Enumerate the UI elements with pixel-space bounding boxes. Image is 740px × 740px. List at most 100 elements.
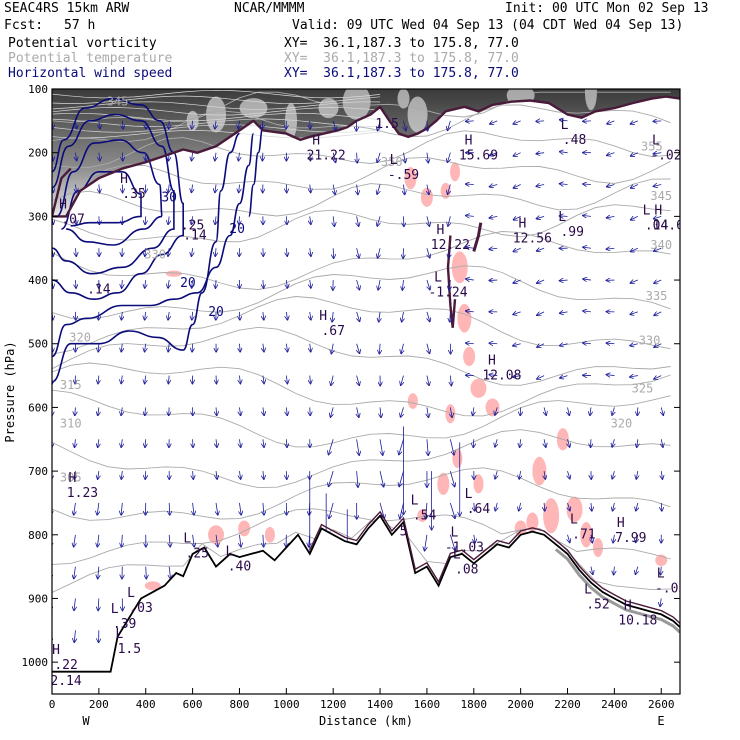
tropopause-line (52, 95, 680, 218)
wind-vector (560, 152, 568, 153)
wind-speed-label: 20 (229, 222, 245, 237)
extremum-value: -.02 (650, 149, 681, 164)
extremum-letter: L (390, 153, 398, 168)
wind-vector (450, 375, 451, 386)
wind-vector (448, 184, 451, 195)
wind-vector (121, 311, 122, 320)
stratosphere-streak (342, 89, 371, 120)
wind-vector (495, 470, 497, 479)
extremum-letter: L (451, 525, 459, 540)
wind-vector (238, 152, 239, 161)
wind-vector (536, 216, 545, 218)
wind-vector (263, 534, 264, 547)
wind-vector (145, 471, 146, 479)
wind-vector (98, 598, 99, 610)
wind-vector (191, 248, 192, 256)
wind-vector (357, 343, 360, 354)
wind-vector (661, 471, 662, 479)
theta-label: 340 (650, 238, 672, 252)
theta-contour (52, 429, 671, 489)
pv-shade-blob (450, 162, 461, 182)
wind-vector (489, 375, 498, 376)
wind-vector (168, 343, 169, 352)
wind-vector (310, 216, 311, 224)
pv-shade-blob (404, 167, 417, 190)
extremum-letter: H (617, 516, 625, 531)
extremum-value: 14.6 (653, 219, 684, 234)
wind-vector (400, 502, 404, 519)
theta-contour (52, 204, 671, 243)
extremum-value: .08 (455, 563, 478, 578)
wind-vector (560, 344, 568, 346)
axes: 0 200 400 600 800 1000 1200 1400 1600 1800 2000 220… (22, 83, 680, 711)
wind-vector (466, 279, 474, 280)
wind-vector (121, 502, 122, 515)
wind-vector (631, 185, 638, 189)
pv-shade-blob (543, 498, 560, 534)
extremum-value: 15.69 (459, 149, 498, 164)
wind-vector (450, 407, 452, 417)
wind-vector (513, 185, 521, 189)
wind-vector (513, 121, 521, 124)
extremum-letter: L (115, 627, 123, 642)
pv-shade-blob (437, 472, 450, 495)
wind-vector (379, 471, 384, 487)
wind-vector (590, 407, 591, 415)
extremum-value: .03 (129, 601, 152, 616)
wind-vector (169, 566, 170, 579)
pv-shade-blob (566, 496, 583, 523)
forecast-label: Fcst: (4, 18, 44, 33)
wind-vector (537, 376, 545, 379)
pv-shade-blob (580, 522, 593, 548)
wind-vector (357, 184, 358, 195)
extremum-value: 2.14 (50, 674, 81, 689)
theta-contour-upper (52, 130, 381, 139)
wind-vector (75, 280, 76, 288)
extremum-letter: L (561, 118, 569, 133)
extremum-letter: L (570, 513, 578, 528)
wind-speed-label: 30 (161, 190, 177, 205)
wind-vector (145, 439, 146, 447)
wind-vector (427, 407, 429, 417)
wind-vector (310, 152, 311, 161)
wind-vector (607, 121, 615, 124)
wind-vector (263, 471, 264, 479)
wind-vector (357, 439, 360, 455)
wind-vector (425, 534, 427, 551)
wind-vector (495, 439, 497, 447)
wind-vector (169, 534, 170, 547)
theta-contour (52, 389, 671, 448)
theta-contour (52, 156, 671, 193)
pv-shade-blob (451, 251, 468, 284)
extremum-letter: L (127, 586, 135, 601)
wind-vector (191, 184, 192, 193)
wind-vector (607, 185, 615, 187)
pv-shade-blob (514, 520, 527, 537)
wind-vector (99, 184, 100, 193)
wind-vector (145, 216, 146, 224)
extremum-letter: H (312, 134, 320, 149)
wind-vector (145, 311, 146, 320)
wind-speed-label: 20 (180, 276, 196, 291)
theta-label: 330 (639, 334, 661, 348)
pv-shade-blob (144, 581, 161, 591)
x-tick-label: 2200 (554, 698, 581, 711)
wind-vector (310, 343, 311, 352)
pv-shade-blob (264, 526, 275, 543)
wind-vector (427, 120, 428, 131)
wind-vector (74, 471, 75, 479)
wind-vector (583, 279, 592, 280)
wind-vector (449, 534, 455, 550)
wind-vector (379, 343, 380, 354)
wind-vector (661, 407, 663, 415)
extremum-letter: L (584, 583, 592, 598)
wind-vector (377, 152, 380, 163)
theta-label: 315 (60, 378, 82, 392)
extremum-letter: L (411, 494, 419, 509)
wind-vector (631, 216, 638, 219)
x-tick-label: 1400 (367, 698, 394, 711)
extremum-letter: H (319, 309, 327, 324)
pv-shade-blob (526, 512, 539, 532)
wind-vector (263, 407, 264, 415)
extremum-letter: L (111, 602, 119, 617)
